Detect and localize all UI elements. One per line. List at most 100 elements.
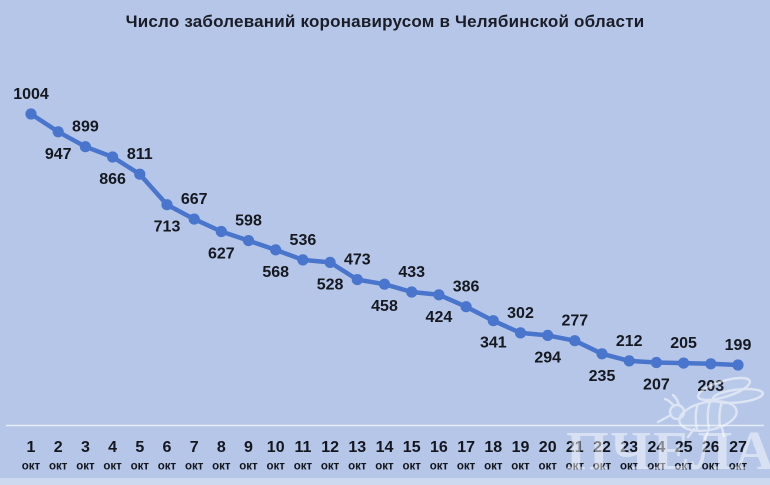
x-tick-month: окт [647, 461, 666, 473]
x-tick-month: окт [212, 461, 231, 473]
x-tick-month: окт [402, 461, 421, 473]
data-label: 667 [181, 191, 208, 208]
data-point [487, 315, 499, 327]
x-tick-day: 11 [294, 439, 311, 456]
data-label: 568 [262, 264, 289, 281]
x-tick-month: окт [729, 461, 748, 473]
x-tick-month: окт [22, 461, 41, 473]
data-point [433, 289, 445, 301]
x-tick-month: окт [76, 461, 95, 473]
data-label: 536 [290, 232, 317, 249]
x-tick-month: окт [158, 461, 177, 473]
x-tick-month: окт [49, 461, 68, 473]
x-tick-day: 5 [135, 439, 144, 456]
x-tick-month: окт [185, 461, 204, 473]
x-tick-month: окт [348, 461, 367, 473]
x-tick-day: 19 [512, 439, 530, 456]
data-point [569, 335, 581, 347]
x-tick-month: окт [566, 461, 585, 473]
data-point [460, 301, 472, 313]
x-tick-day: 2 [54, 439, 63, 456]
x-tick-month: окт [239, 461, 258, 473]
data-point [406, 286, 418, 298]
data-label: 207 [643, 377, 670, 394]
x-tick-month: окт [294, 461, 313, 473]
x-tick-month: окт [593, 461, 612, 473]
data-label: 424 [426, 309, 453, 326]
data-point [623, 355, 635, 367]
data-label: 713 [154, 219, 181, 236]
data-label: 203 [697, 378, 724, 395]
x-tick-day: 10 [267, 439, 285, 456]
x-tick-day: 13 [348, 439, 366, 456]
x-tick-day: 25 [675, 439, 693, 456]
x-tick-day: 22 [593, 439, 611, 456]
x-tick-day: 3 [81, 439, 90, 456]
x-tick-month: окт [538, 461, 557, 473]
x-tick-day: 21 [566, 439, 584, 456]
x-tick-month: окт [457, 461, 476, 473]
x-tick-day: 8 [217, 439, 226, 456]
data-label: 598 [235, 213, 262, 230]
data-point [242, 235, 255, 247]
x-tick-month: окт [266, 461, 285, 473]
x-tick-day: 17 [457, 439, 475, 456]
data-label: 811 [127, 146, 153, 163]
x-tick-month: окт [131, 461, 150, 473]
data-point [351, 274, 363, 286]
x-tick-day: 14 [376, 439, 394, 456]
x-tick-month: окт [430, 461, 449, 473]
data-point [270, 244, 282, 256]
data-label: 205 [670, 335, 697, 352]
data-label: 199 [725, 337, 752, 354]
data-label: 212 [616, 333, 643, 350]
data-label: 277 [561, 313, 588, 330]
data-label: 458 [371, 298, 398, 315]
x-tick-month: окт [375, 461, 394, 473]
x-tick-day: 9 [244, 439, 253, 456]
x-tick-month: окт [674, 461, 693, 473]
x-tick-day: 4 [108, 439, 117, 456]
data-label: 433 [398, 264, 425, 281]
data-point [215, 225, 227, 238]
data-point [324, 256, 336, 268]
data-point [650, 356, 663, 369]
data-label: 341 [480, 335, 507, 352]
x-tick-day: 18 [484, 439, 502, 456]
data-point [732, 359, 744, 371]
x-tick-day: 24 [648, 439, 666, 456]
x-tick-month: окт [620, 461, 639, 473]
x-tick-month: окт [484, 461, 503, 473]
data-label: 528 [317, 276, 344, 293]
x-tick-day: 15 [403, 439, 421, 456]
x-tick-day: 12 [321, 439, 339, 456]
x-tick-day: 20 [539, 439, 557, 456]
data-point [378, 278, 391, 290]
data-label: 473 [344, 252, 371, 269]
data-point [25, 108, 37, 120]
data-label: 302 [507, 305, 534, 322]
data-label: 899 [72, 119, 99, 136]
bottom-edge [0, 478, 770, 485]
x-tick-month: окт [511, 461, 530, 473]
data-point [161, 199, 173, 211]
data-point [297, 254, 309, 266]
data-point [705, 358, 717, 370]
data-point [678, 357, 690, 369]
data-label: 235 [589, 368, 616, 385]
data-point [514, 327, 527, 339]
data-point [134, 168, 146, 180]
x-tick-day: 26 [702, 439, 720, 456]
data-point [52, 126, 64, 138]
x-tick-day: 1 [27, 439, 36, 456]
data-point [596, 348, 608, 360]
data-label: 947 [45, 146, 72, 163]
x-tick-day: 6 [163, 439, 172, 456]
x-tick-day: 16 [430, 439, 448, 456]
x-tick-day: 7 [190, 439, 199, 456]
x-tick-day: 23 [620, 439, 638, 456]
data-point [107, 151, 119, 163]
data-label: 866 [99, 171, 126, 188]
